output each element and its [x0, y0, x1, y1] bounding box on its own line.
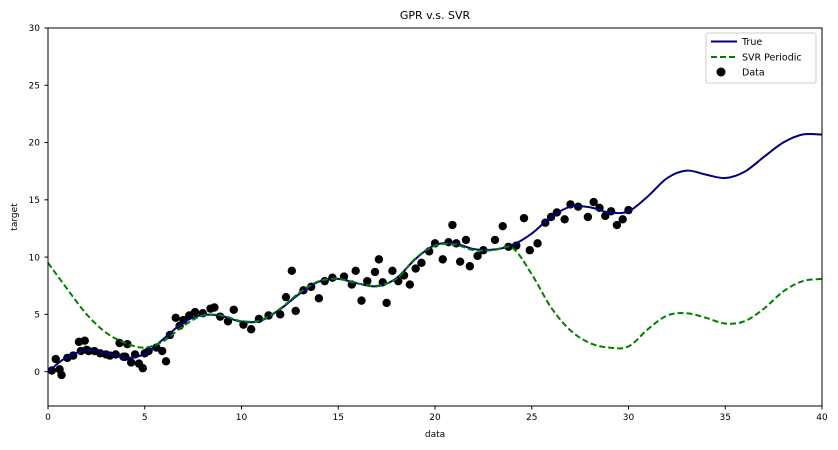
data-point [525, 246, 535, 255]
data-point [465, 262, 475, 271]
data-point [490, 235, 500, 245]
legend-true-label: True [741, 37, 762, 48]
y-axis: 0 5 10 15 20 25 30 [29, 24, 48, 378]
x-tick-label: 30 [623, 413, 635, 423]
data-point [473, 251, 482, 261]
data-point [276, 310, 285, 319]
data-point [51, 354, 60, 364]
data-point [47, 366, 57, 375]
data-point [618, 215, 627, 224]
chart-title: GPR v.s. SVR [400, 9, 471, 22]
legend-box [705, 32, 817, 84]
data-point [370, 267, 380, 277]
data-point [80, 336, 89, 345]
data-point [281, 292, 291, 302]
data-point [461, 235, 471, 245]
y-tick-label: 20 [29, 139, 41, 149]
y-axis-label: target [10, 203, 20, 231]
data-point [210, 303, 219, 312]
data-point [448, 220, 457, 230]
data-point [190, 307, 200, 317]
y-tick-label: 5 [34, 311, 40, 321]
legend-data-marker [716, 67, 726, 77]
data-point [583, 212, 593, 222]
x-tick-label: 5 [142, 413, 148, 423]
data-point [57, 370, 66, 380]
data-point [291, 306, 300, 316]
data-point [411, 264, 420, 273]
data-point [382, 298, 391, 308]
data-point [363, 276, 372, 286]
data-point [612, 220, 622, 230]
data-point [417, 258, 426, 268]
series-true-line [47, 132, 823, 373]
y-tick-label: 30 [29, 24, 41, 34]
x-tick-label: 25 [526, 413, 537, 423]
data-point [138, 364, 148, 373]
x-tick-label: 10 [236, 413, 248, 423]
data-point [314, 294, 324, 303]
data-point [606, 207, 616, 216]
data-point [519, 213, 529, 223]
y-tick-label: 0 [34, 368, 40, 378]
x-tick-label: 20 [429, 413, 441, 423]
x-tick-label: 0 [45, 413, 51, 423]
plot-area [47, 132, 823, 380]
data-point [589, 197, 598, 207]
data-point [127, 358, 136, 367]
data-point [157, 346, 167, 356]
data-point [171, 313, 180, 322]
y-tick-label: 15 [29, 196, 40, 206]
y-tick-label: 25 [29, 81, 40, 91]
data-point [455, 257, 465, 266]
data-point [374, 255, 384, 264]
series-svr-line [47, 242, 823, 350]
x-axis: 0 5 10 15 20 25 30 35 40 [45, 406, 828, 423]
legend: True SVR Periodic Data [705, 32, 817, 84]
data-point [229, 305, 238, 314]
x-tick-label: 35 [720, 413, 731, 423]
data-point [287, 266, 297, 276]
data-point [498, 221, 507, 231]
data-point [388, 266, 397, 276]
legend-data-label: Data [742, 68, 765, 79]
data-point [601, 211, 610, 221]
legend-svr-label: SVR Periodic [742, 53, 802, 64]
data-point [328, 273, 337, 282]
data-point [560, 215, 569, 224]
x-axis-label: data [425, 430, 445, 440]
data-point [165, 330, 175, 340]
data-point [351, 266, 360, 276]
y-tick-label: 10 [29, 253, 41, 263]
x-tick-label: 15 [333, 413, 344, 423]
data-point [533, 239, 542, 248]
data-point [438, 255, 447, 264]
data-point [357, 296, 366, 305]
data-point [405, 280, 415, 289]
data-point [161, 357, 171, 366]
data-point [246, 325, 256, 334]
x-tick-label: 40 [816, 413, 828, 423]
